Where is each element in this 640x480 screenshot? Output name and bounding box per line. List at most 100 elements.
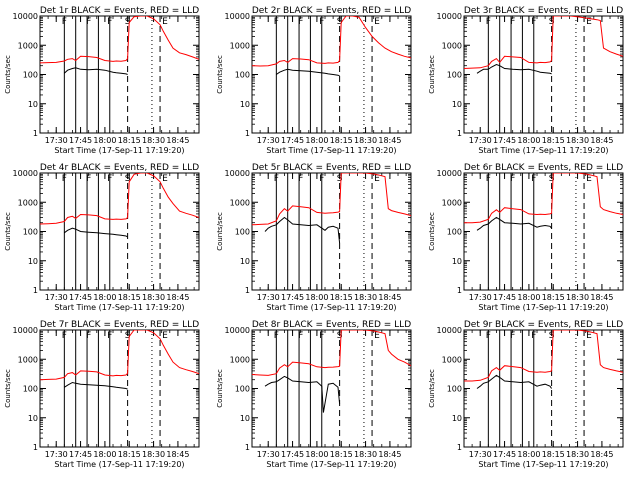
x-tick-label: 18:30 — [566, 450, 589, 459]
chart-title: Det 1r BLACK = Events, RED = LLD — [40, 6, 199, 16]
x-tick-label: 18:30 — [566, 293, 589, 302]
event-annotation: F — [531, 17, 536, 27]
y-tick-label: 100 — [23, 228, 38, 237]
x-tick-label: 18:30 — [354, 450, 377, 459]
x-tick-label: 17:30 — [469, 136, 492, 145]
y-tick-label: 1 — [245, 286, 250, 295]
y-tick-label: 10000 — [437, 169, 462, 178]
y-tick-label: 10000 — [13, 326, 38, 335]
y-tick-label: 100 — [447, 385, 462, 394]
lld-series-line — [464, 173, 623, 224]
x-tick-label: 17:30 — [45, 450, 68, 459]
chart-title: Det 9r BLACK = Events, RED = LLD — [464, 320, 623, 330]
events-series-line — [63, 67, 128, 75]
chart-panel-2: Det 2r BLACK = Events, RED = LLD 1 10 100 10… — [216, 6, 412, 155]
event-annotation: E — [586, 174, 592, 184]
x-tick-label: 18:00 — [517, 136, 540, 145]
x-tick-label: 17:45 — [69, 136, 92, 145]
lld-series-line — [252, 330, 411, 376]
event-annotation: E — [162, 331, 168, 341]
x-tick-label: 17:45 — [281, 136, 304, 145]
x-tick-label: 18:15 — [542, 450, 565, 459]
x-tick-label: 18:30 — [142, 450, 165, 459]
events-series-line — [64, 381, 128, 390]
x-tick-label: 17:45 — [281, 450, 304, 459]
event-annotation: E — [374, 17, 380, 27]
x-tick-label: 17:30 — [469, 450, 492, 459]
x-tick-label: 17:30 — [45, 136, 68, 145]
y-tick-label: 100 — [23, 385, 38, 394]
event-annotation: S — [337, 17, 343, 27]
series-group — [464, 16, 623, 75]
series-group — [464, 173, 623, 231]
y-tick-label: 1000 — [230, 198, 250, 207]
y-tick-label: 100 — [235, 385, 250, 394]
x-tick-label: 17:30 — [469, 293, 492, 302]
y-tick-label: 1 — [457, 286, 462, 295]
y-tick-label: 100 — [447, 71, 462, 80]
y-tick-label: 10 — [240, 414, 250, 423]
y-tick-label: 10 — [452, 257, 462, 266]
lld-series-line — [40, 16, 199, 64]
y-axis-label: Counts/sec — [216, 369, 224, 408]
y-tick-label: 1000 — [18, 41, 38, 50]
y-tick-label: 1000 — [442, 198, 462, 207]
event-annotation: F — [274, 331, 279, 341]
x-tick-label: 18:00 — [305, 136, 328, 145]
marker-lines — [275, 16, 373, 133]
event-annotation: F — [298, 331, 303, 341]
event-annotation: E — [374, 331, 380, 341]
events-series-line — [264, 216, 341, 244]
y-tick-label: 10000 — [437, 12, 462, 21]
x-axis-label: Start Time (17-Sep-11 17:19:20) — [266, 146, 396, 155]
chart-panel-3: Det 3r BLACK = Events, RED = LLD 1 10 100 10… — [428, 6, 624, 155]
x-tick-label: 18:30 — [566, 136, 589, 145]
events-series-line — [476, 63, 552, 75]
y-tick-label: 10 — [28, 414, 38, 423]
x-axis-label: Start Time (17-Sep-11 17:19:20) — [54, 460, 184, 469]
y-tick-label: 100 — [447, 228, 462, 237]
y-tick-label: 10 — [240, 257, 250, 266]
y-tick-label: 1 — [457, 129, 462, 138]
x-tick-label: 18:15 — [542, 293, 565, 302]
lld-series-line — [40, 330, 199, 381]
chart-title: Det 6r BLACK = Events, RED = LLD — [464, 163, 623, 173]
event-annotation: F — [86, 174, 91, 184]
y-axis-label: Counts/sec — [428, 369, 436, 408]
events-series-line — [264, 375, 341, 413]
series-group — [40, 16, 199, 75]
y-tick-label: 10000 — [13, 12, 38, 21]
x-tick-label: 18:15 — [118, 293, 141, 302]
y-axis-label: Counts/sec — [4, 212, 12, 251]
event-annotation: F — [319, 174, 324, 184]
x-tick-label: 17:30 — [257, 293, 280, 302]
event-annotation: F — [510, 331, 515, 341]
chart-panel-8: Det 8r BLACK = Events, RED = LLD 1 10 100 10… — [216, 320, 412, 469]
y-axis-label: Counts/sec — [428, 55, 436, 94]
x-tick-label: 18:30 — [142, 136, 165, 145]
event-annotation: F — [86, 331, 91, 341]
x-axis-label: Start Time (17-Sep-11 17:19:20) — [478, 460, 608, 469]
marker-lines — [275, 173, 373, 290]
event-annotation: S — [549, 331, 555, 341]
event-annotation: F — [531, 331, 536, 341]
x-tick-label: 18:30 — [142, 293, 165, 302]
event-annotation: F — [86, 17, 91, 27]
chart-panel-6: Det 6r BLACK = Events, RED = LLD 1 10 100 10… — [428, 163, 624, 312]
y-tick-label: 1000 — [230, 355, 250, 364]
chart-panel-7: Det 7r BLACK = Events, RED = LLD 1 10 100 10… — [4, 320, 200, 469]
x-tick-label: 17:30 — [45, 293, 68, 302]
x-tick-label: 18:30 — [354, 293, 377, 302]
marker-lines — [63, 173, 161, 290]
event-annotation: S — [337, 174, 343, 184]
event-annotation: F — [531, 174, 536, 184]
x-tick-label: 17:30 — [257, 136, 280, 145]
x-tick-label: 17:45 — [281, 293, 304, 302]
y-tick-label: 1000 — [18, 198, 38, 207]
x-tick-label: 17:45 — [69, 450, 92, 459]
x-tick-label: 18:45 — [590, 293, 613, 302]
y-tick-label: 1000 — [442, 355, 462, 364]
event-annotation: E — [374, 174, 380, 184]
event-annotation: S — [125, 174, 131, 184]
